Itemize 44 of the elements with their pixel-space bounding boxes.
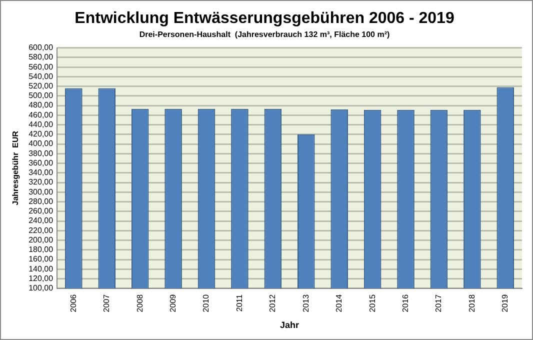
x-tick-label: 2013 <box>301 294 310 312</box>
y-tick-label: 440,00 <box>28 120 54 129</box>
y-tick-label: 100,00 <box>28 284 54 293</box>
x-tick-label: 2018 <box>467 294 476 312</box>
y-tick-label: 140,00 <box>28 264 54 274</box>
y-tick-label: 120,00 <box>28 274 54 283</box>
x-tick-label: 2009 <box>168 294 178 312</box>
y-tick-label: 520,00 <box>28 82 54 90</box>
x-tick-label: 2019 <box>500 294 510 312</box>
x-tick-label: 2012 <box>268 294 278 312</box>
y-tick-label: 240,00 <box>28 216 54 226</box>
y-tick-label: 600,00 <box>28 43 54 52</box>
y-tick-label: 460,00 <box>28 110 54 120</box>
x-tick-label: 2010 <box>202 294 211 312</box>
x-tick-label: 2008 <box>135 294 144 312</box>
x-tick-label: 2014 <box>334 294 344 312</box>
y-tick-label: 160,00 <box>28 254 54 264</box>
x-tick-label: 2006 <box>68 294 78 312</box>
y-tick-label: 580,00 <box>28 52 54 62</box>
y-tick-label: 220,00 <box>28 226 54 235</box>
x-tick-label: 2015 <box>368 294 377 312</box>
y-tick-label: 180,00 <box>28 245 54 254</box>
y-tick-label: 260,00 <box>28 206 54 216</box>
y-tick-label: 480,00 <box>28 100 54 110</box>
chart-subtitle: Drei-Personen-Haushalt (Jahresverbrauch 132 m³, Fläche 100 m²) <box>139 30 390 40</box>
y-tick-label: 500,00 <box>28 91 54 100</box>
y-tick-label: 320,00 <box>28 178 54 187</box>
y-axis-title: Jahresgebühr EUR <box>11 130 20 206</box>
x-tick-label: 2017 <box>434 294 444 312</box>
y-tick-label: 400,00 <box>28 139 54 148</box>
x-tick-label: 2007 <box>102 294 112 312</box>
x-tick-label: 2011 <box>234 294 244 312</box>
y-tick-label: 280,00 <box>28 196 54 206</box>
y-tick-label: 300,00 <box>28 187 54 196</box>
x-tick-label: 2016 <box>400 294 410 312</box>
y-tick-label: 380,00 <box>28 148 54 158</box>
y-tick-label: 420,00 <box>28 130 54 139</box>
y-tick-label: 540,00 <box>28 72 54 81</box>
y-tick-label: 200,00 <box>28 235 54 244</box>
y-tick-label: 360,00 <box>28 158 54 168</box>
x-axis-title: Jahr <box>280 320 300 330</box>
y-tick-label: 560,00 <box>28 62 54 72</box>
y-tick-label: 340,00 <box>28 168 54 178</box>
chart-title: Entwicklung Entwässerungsgebühren 2006 - 2019 <box>74 10 454 28</box>
